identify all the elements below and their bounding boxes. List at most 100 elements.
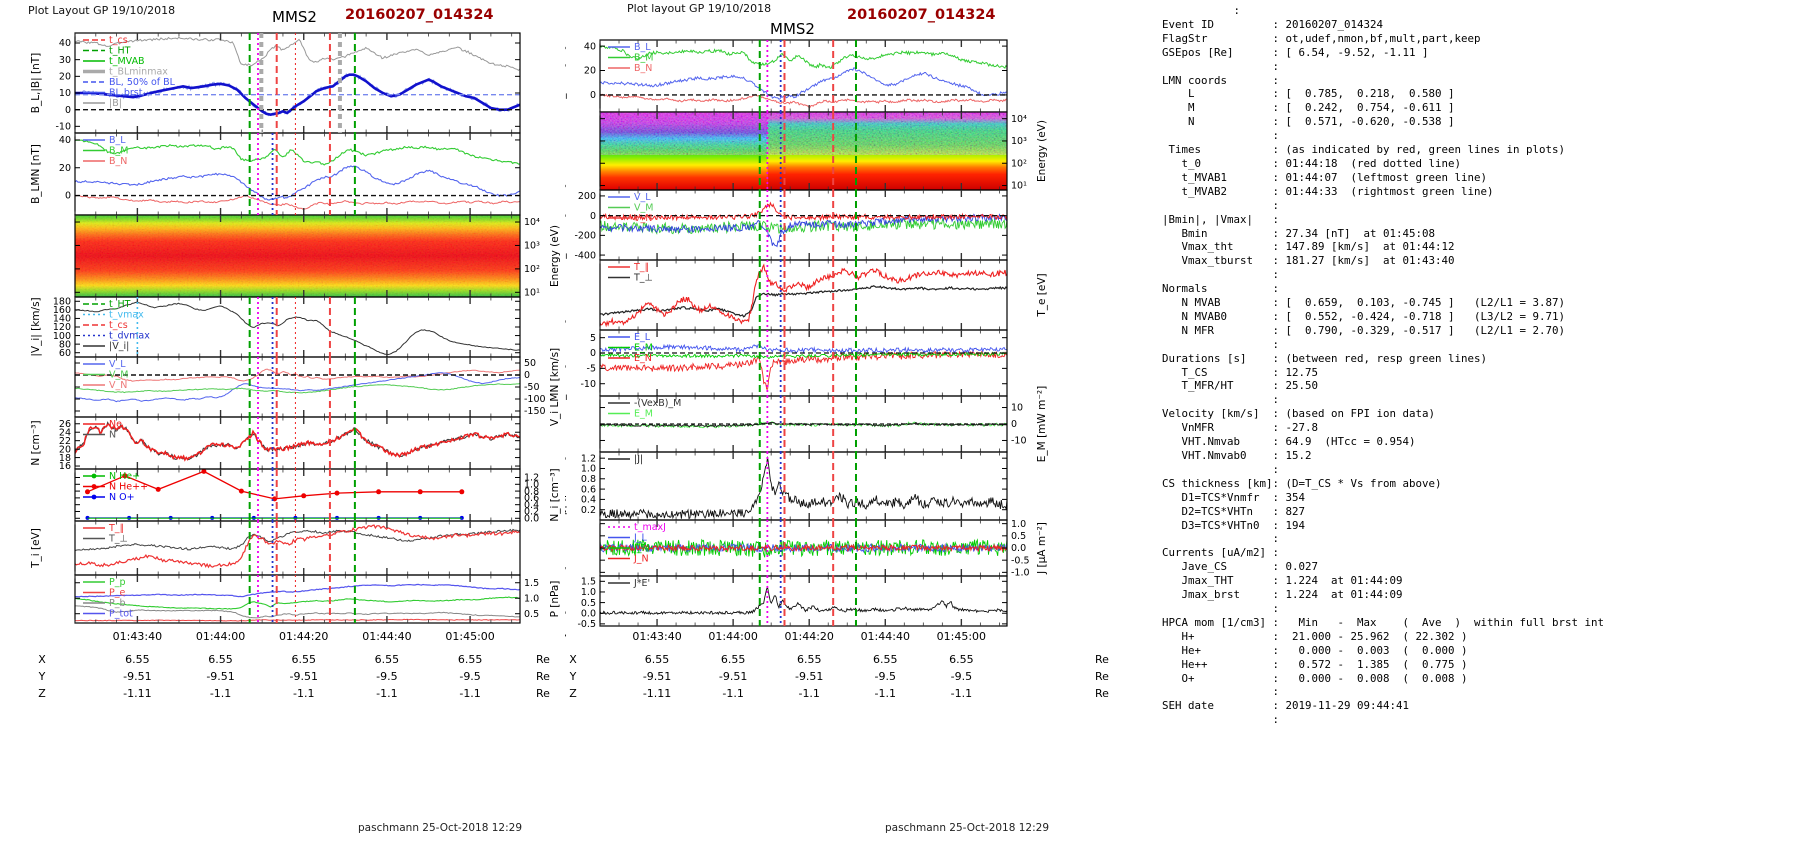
svg-text:V_M: V_M: [109, 370, 128, 381]
middle-event-id: 20160207_014324: [847, 7, 996, 23]
svg-text:-1.1: -1.1: [376, 687, 397, 700]
svg-text:P_b: P_b: [109, 598, 126, 609]
svg-text:0.8: 0.8: [524, 486, 539, 497]
svg-text:E_N: E_N: [634, 353, 652, 364]
middle-panel-b-lmn: 0 20 40 B_LMN [nT] B_LB_MB_N: [565, 39, 1008, 113]
svg-text:Re: Re: [1095, 670, 1109, 683]
svg-text:0.5: 0.5: [524, 609, 539, 620]
svg-text:t_cs: t_cs: [109, 35, 128, 46]
left-event-id: 20160207_014324: [345, 7, 494, 23]
svg-text:V_N: V_N: [109, 380, 127, 391]
svg-text:Ne: Ne: [109, 419, 122, 430]
svg-text:E_M [mW m⁻²]: E_M [mW m⁻²]: [1036, 386, 1048, 462]
svg-text:P_tot: P_tot: [109, 609, 133, 620]
svg-text:t_maxJ: t_maxJ: [634, 522, 666, 533]
middle-panel-ve-lmn: 200 0 -200 -400 V_e LMN [km/s] V_LV_MV_N: [565, 184, 1008, 266]
middle-plot-footer: paschmann 25-Oct-2018 12:29: [885, 822, 1050, 834]
svg-text:10⁴: 10⁴: [524, 217, 540, 228]
svg-text:-9.5: -9.5: [459, 670, 480, 683]
svg-text:N He++: N He++: [109, 482, 148, 493]
svg-text:-400: -400: [574, 250, 596, 261]
svg-text:1.2: 1.2: [524, 473, 539, 484]
svg-text:Re: Re: [536, 687, 550, 700]
svg-text:T_e [eV]: T_e [eV]: [1036, 273, 1048, 317]
svg-text:-10: -10: [580, 379, 596, 390]
svg-text:T_⊥: T_⊥: [108, 534, 128, 545]
svg-text:B_LMN [nT]: B_LMN [nT]: [30, 144, 42, 204]
svg-text:-50: -50: [524, 382, 540, 393]
svg-text:T_∥: T_∥: [633, 262, 649, 273]
svg-text:-200: -200: [574, 231, 596, 242]
svg-text:24: 24: [59, 427, 71, 438]
svg-text:Re: Re: [536, 653, 550, 666]
svg-text:N [cm⁻³]: N [cm⁻³]: [30, 420, 42, 465]
svg-text:Re: Re: [1095, 687, 1109, 700]
svg-text:10³: 10³: [1011, 136, 1027, 147]
left-panel-ion-spectrogram: 10⁴ 10³ 10² 10¹ Energy (eV): [74, 214, 561, 299]
svg-text:50: 50: [524, 358, 536, 369]
svg-text:V_i LMN [km/s]: V_i LMN [km/s]: [549, 348, 561, 426]
svg-text:Y: Y: [38, 670, 46, 683]
svg-text:0.8: 0.8: [581, 474, 596, 485]
svg-text:E_L: E_L: [634, 332, 651, 343]
svg-text:J*E' [nW m⁻³]: J*E' [nW m⁻³]: [565, 566, 567, 637]
svg-text:01:43:40: 01:43:40: [632, 630, 681, 643]
middle-panel-e-spectrogram: 10⁴ 10³ 10² 10¹ Energy (eV): [599, 111, 1048, 192]
middle-plot-column: Plot layout GP 19/10/2018 MMS2 20160207_…: [565, 0, 1148, 841]
svg-text:0.6: 0.6: [524, 493, 539, 504]
svg-text:6.55: 6.55: [458, 653, 483, 666]
svg-text:Energy (eV): Energy (eV): [549, 225, 561, 287]
svg-text:X: X: [38, 653, 46, 666]
svg-text:-10: -10: [55, 122, 71, 133]
svg-text:J*E': J*E': [633, 578, 650, 589]
svg-text:-9.5: -9.5: [376, 670, 397, 683]
svg-text:6.55: 6.55: [208, 653, 233, 666]
svg-text:BL, 50% of BL: BL, 50% of BL: [109, 77, 176, 88]
svg-text:40: 40: [59, 135, 71, 146]
svg-text:J_N: J_N: [633, 554, 649, 565]
svg-text:10⁴: 10⁴: [1011, 114, 1027, 125]
svg-text:10²: 10²: [1011, 158, 1027, 169]
svg-text:01:45:00: 01:45:00: [937, 630, 986, 643]
svg-text:6.55: 6.55: [721, 653, 746, 666]
svg-text:V_e LMN [km/s]: V_e LMN [km/s]: [565, 184, 567, 266]
left-panel-n-i: 0.00.20.40.60.81.01.2 N_i [cm⁻³] N He+N He…: [74, 468, 561, 524]
svg-text:N O+: N O+: [109, 492, 135, 503]
svg-text:N_i [cm⁻³]: N_i [cm⁻³]: [549, 468, 561, 521]
svg-text:-1.1: -1.1: [875, 687, 896, 700]
svg-text:t_BLminmax: t_BLminmax: [109, 67, 168, 78]
svg-text:0.5: 0.5: [581, 598, 596, 609]
svg-text:0.2: 0.2: [524, 507, 539, 518]
svg-text:t_HT: t_HT: [109, 46, 131, 57]
svg-text:J_M: J_M: [633, 543, 650, 554]
svg-text:|B|: |B|: [109, 98, 122, 109]
svg-text:01:44:20: 01:44:20: [785, 630, 834, 643]
svg-text:-9.51: -9.51: [643, 670, 671, 683]
svg-text:1.0: 1.0: [581, 587, 596, 598]
svg-text:V_L: V_L: [109, 359, 126, 370]
svg-text:1.2: 1.2: [581, 453, 596, 464]
svg-text:120: 120: [53, 322, 71, 333]
left-panel-bl-b: -10 0 10 20 30 40 B_L,|B| [nT] t_cst_HTt_MVABt_…: [30, 32, 521, 134]
svg-text:Energy (eV): Energy (eV): [1036, 120, 1048, 182]
left-spacecraft-title: MMS2: [272, 8, 317, 26]
svg-text:J_L: J_L: [633, 533, 648, 544]
svg-text:20: 20: [59, 444, 71, 455]
svg-text:B_L: B_L: [634, 42, 651, 53]
svg-text:30: 30: [59, 55, 71, 66]
svg-text:0.0: 0.0: [581, 608, 596, 619]
svg-text:X: X: [569, 653, 577, 666]
svg-text:B_L,|B| [nT]: B_L,|B| [nT]: [30, 53, 42, 114]
svg-text:E_M: E_M: [634, 409, 653, 420]
svg-text:-9.51: -9.51: [206, 670, 234, 683]
svg-text:1.0: 1.0: [581, 464, 596, 475]
svg-text:10²: 10²: [524, 264, 540, 275]
svg-text:-1.1: -1.1: [722, 687, 743, 700]
svg-text:B_L: B_L: [109, 135, 126, 146]
svg-text:10: 10: [59, 88, 71, 99]
svg-text:t_HT: t_HT: [109, 299, 131, 310]
svg-text:-1.0: -1.0: [1011, 568, 1030, 579]
svg-text:0: 0: [65, 105, 71, 116]
svg-text:-9.51: -9.51: [719, 670, 747, 683]
